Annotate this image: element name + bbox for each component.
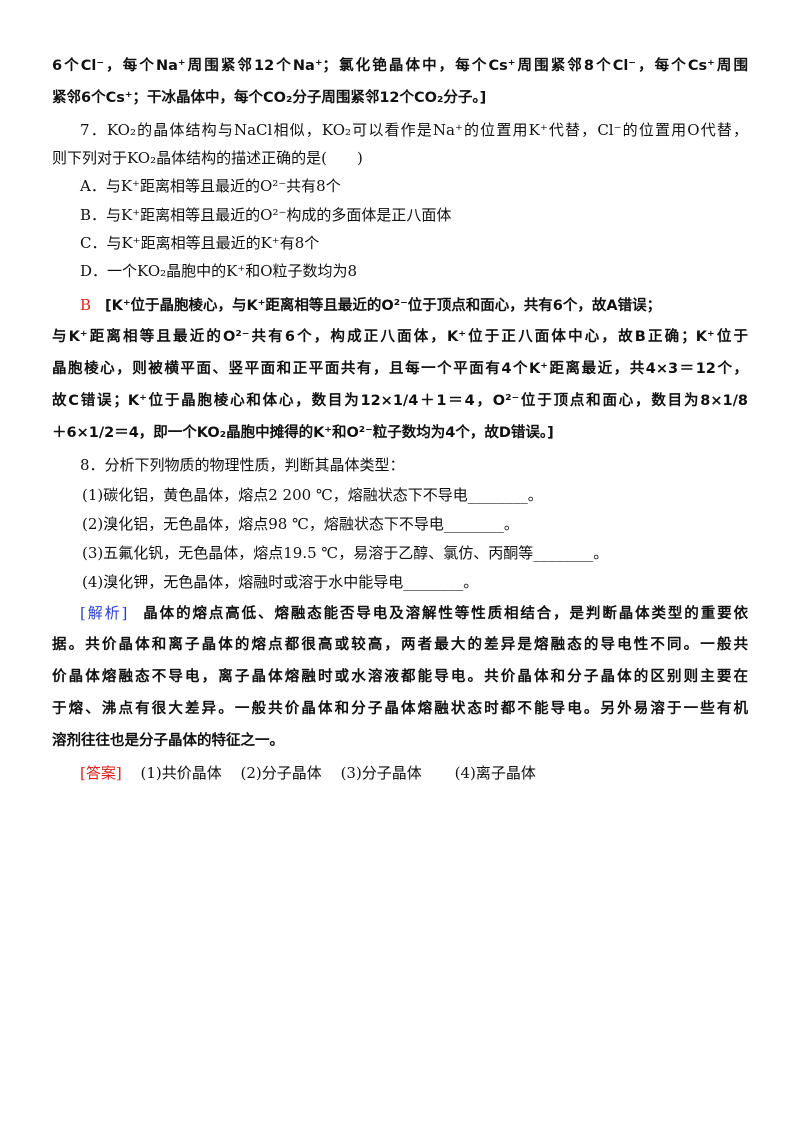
analysis-line: 溶剂往往也是分子晶体的特征之一。 bbox=[52, 733, 284, 749]
question-8-stem: 8．分析下列物质的物理性质，判断其晶体类型： bbox=[80, 456, 405, 474]
answer-letter: B bbox=[80, 296, 92, 314]
answer-item: (3)分子晶体 bbox=[340, 764, 422, 782]
analysis-line: 价晶体熔融态不导电，离子晶体熔融时或水溶液都能导电。共价晶体和分子晶体的区别则主… bbox=[52, 669, 748, 685]
explanation-line: 晶胞棱心，则被横平面、竖平面和正平面共有，且每一个平面有4个K⁺距离最近，共4×… bbox=[52, 361, 748, 377]
question-8-item: (2)溴化铝，无色晶体，熔点98 ℃，熔融状态下不导电________。 bbox=[82, 515, 519, 533]
option-a: A．与K⁺距离相等且最近的O²⁻共有8个 bbox=[80, 177, 341, 195]
option-d: D．一个KO₂晶胞中的K⁺和O粒子数均为8 bbox=[80, 262, 358, 280]
explanation-line: 与K⁺距离相等且最近的O²⁻共有6个，构成正八面体，K⁺位于正八面体中心，故B正… bbox=[52, 329, 748, 345]
answer-label: [答案] bbox=[80, 764, 122, 782]
analysis-line: 于熔、沸点有很大差异。一般共价晶体和分子晶体熔融状态时都不能导电。另外易溶于一些… bbox=[52, 701, 748, 717]
answer-item: (1)共价晶体 bbox=[140, 764, 222, 782]
analysis-label: [解析] bbox=[80, 604, 128, 622]
option-b: B．与K⁺距离相等且最近的O²⁻构成的多面体是正八面体 bbox=[80, 206, 452, 224]
answer-item: (4)离子晶体 bbox=[454, 764, 536, 782]
prev-answer-line: 紧邻6个Cs⁺；干冰晶体中，每个CO₂分子周围紧邻12个CO₂分子。] bbox=[52, 90, 487, 106]
question-7-stem: 则下列对于KO₂晶体结构的描述正确的是( ) bbox=[52, 149, 363, 167]
option-c: C．与K⁺距离相等且最近的K⁺有8个 bbox=[80, 234, 320, 252]
analysis-line: 据。共价晶体和离子晶体的熔点都很高或较高，两者最大的差异是熔融态的导电性不同。一… bbox=[52, 637, 748, 653]
answer-item: (2)分子晶体 bbox=[240, 764, 322, 782]
explanation-line: ＋6×1/2＝4，即一个KO₂晶胞中摊得的K⁺和O²⁻粒子数均为4个，故D错误。… bbox=[52, 425, 554, 441]
question-7-explanation: B [K⁺位于晶胞棱心，与K⁺距离相等且最近的O²⁻位于顶点和面心，共有6个，故A… bbox=[80, 294, 748, 317]
analysis-line: [解析] 晶体的熔点高低、熔融态能否导电及溶解性等性质相结合，是判断晶体类型的重要… bbox=[80, 602, 748, 625]
question-8-item: (4)溴化钾，无色晶体，熔融时或溶于水中能导电________。 bbox=[82, 573, 479, 591]
answer-line: [答案] (1)共价晶体 (2)分子晶体 (3)分子晶体 (4)离子晶体 bbox=[80, 762, 748, 784]
question-8-item: (1)碳化铝，黄色晶体，熔点2 200 ℃，熔融状态下不导电________。 bbox=[82, 486, 543, 504]
explanation-text: [K⁺位于晶胞棱心，与K⁺距离相等且最近的O²⁻位于顶点和面心，共有6个，故A错… bbox=[105, 298, 662, 314]
prev-answer-line: 6个Cl⁻，每个Na⁺周围紧邻12个Na⁺；氯化铯晶体中，每个Cs⁺周围紧邻8个… bbox=[52, 58, 748, 74]
question-8-item: (3)五氟化钒，无色晶体，熔点19.5 ℃，易溶于乙醇、氯仿、丙酮等______… bbox=[82, 544, 609, 562]
analysis-text: 晶体的熔点高低、熔融态能否导电及溶解性等性质相结合，是判断晶体类型的重要依 bbox=[141, 606, 748, 622]
question-7-stem: 7．KO₂的晶体结构与NaCl相似，KO₂可以看作是Na⁺的位置用K⁺代替，Cl… bbox=[80, 121, 748, 139]
explanation-line: 故C错误；K⁺位于晶胞棱心和体心，数目为12×1/4＋1＝4，O²⁻位于顶点和面… bbox=[52, 393, 748, 409]
